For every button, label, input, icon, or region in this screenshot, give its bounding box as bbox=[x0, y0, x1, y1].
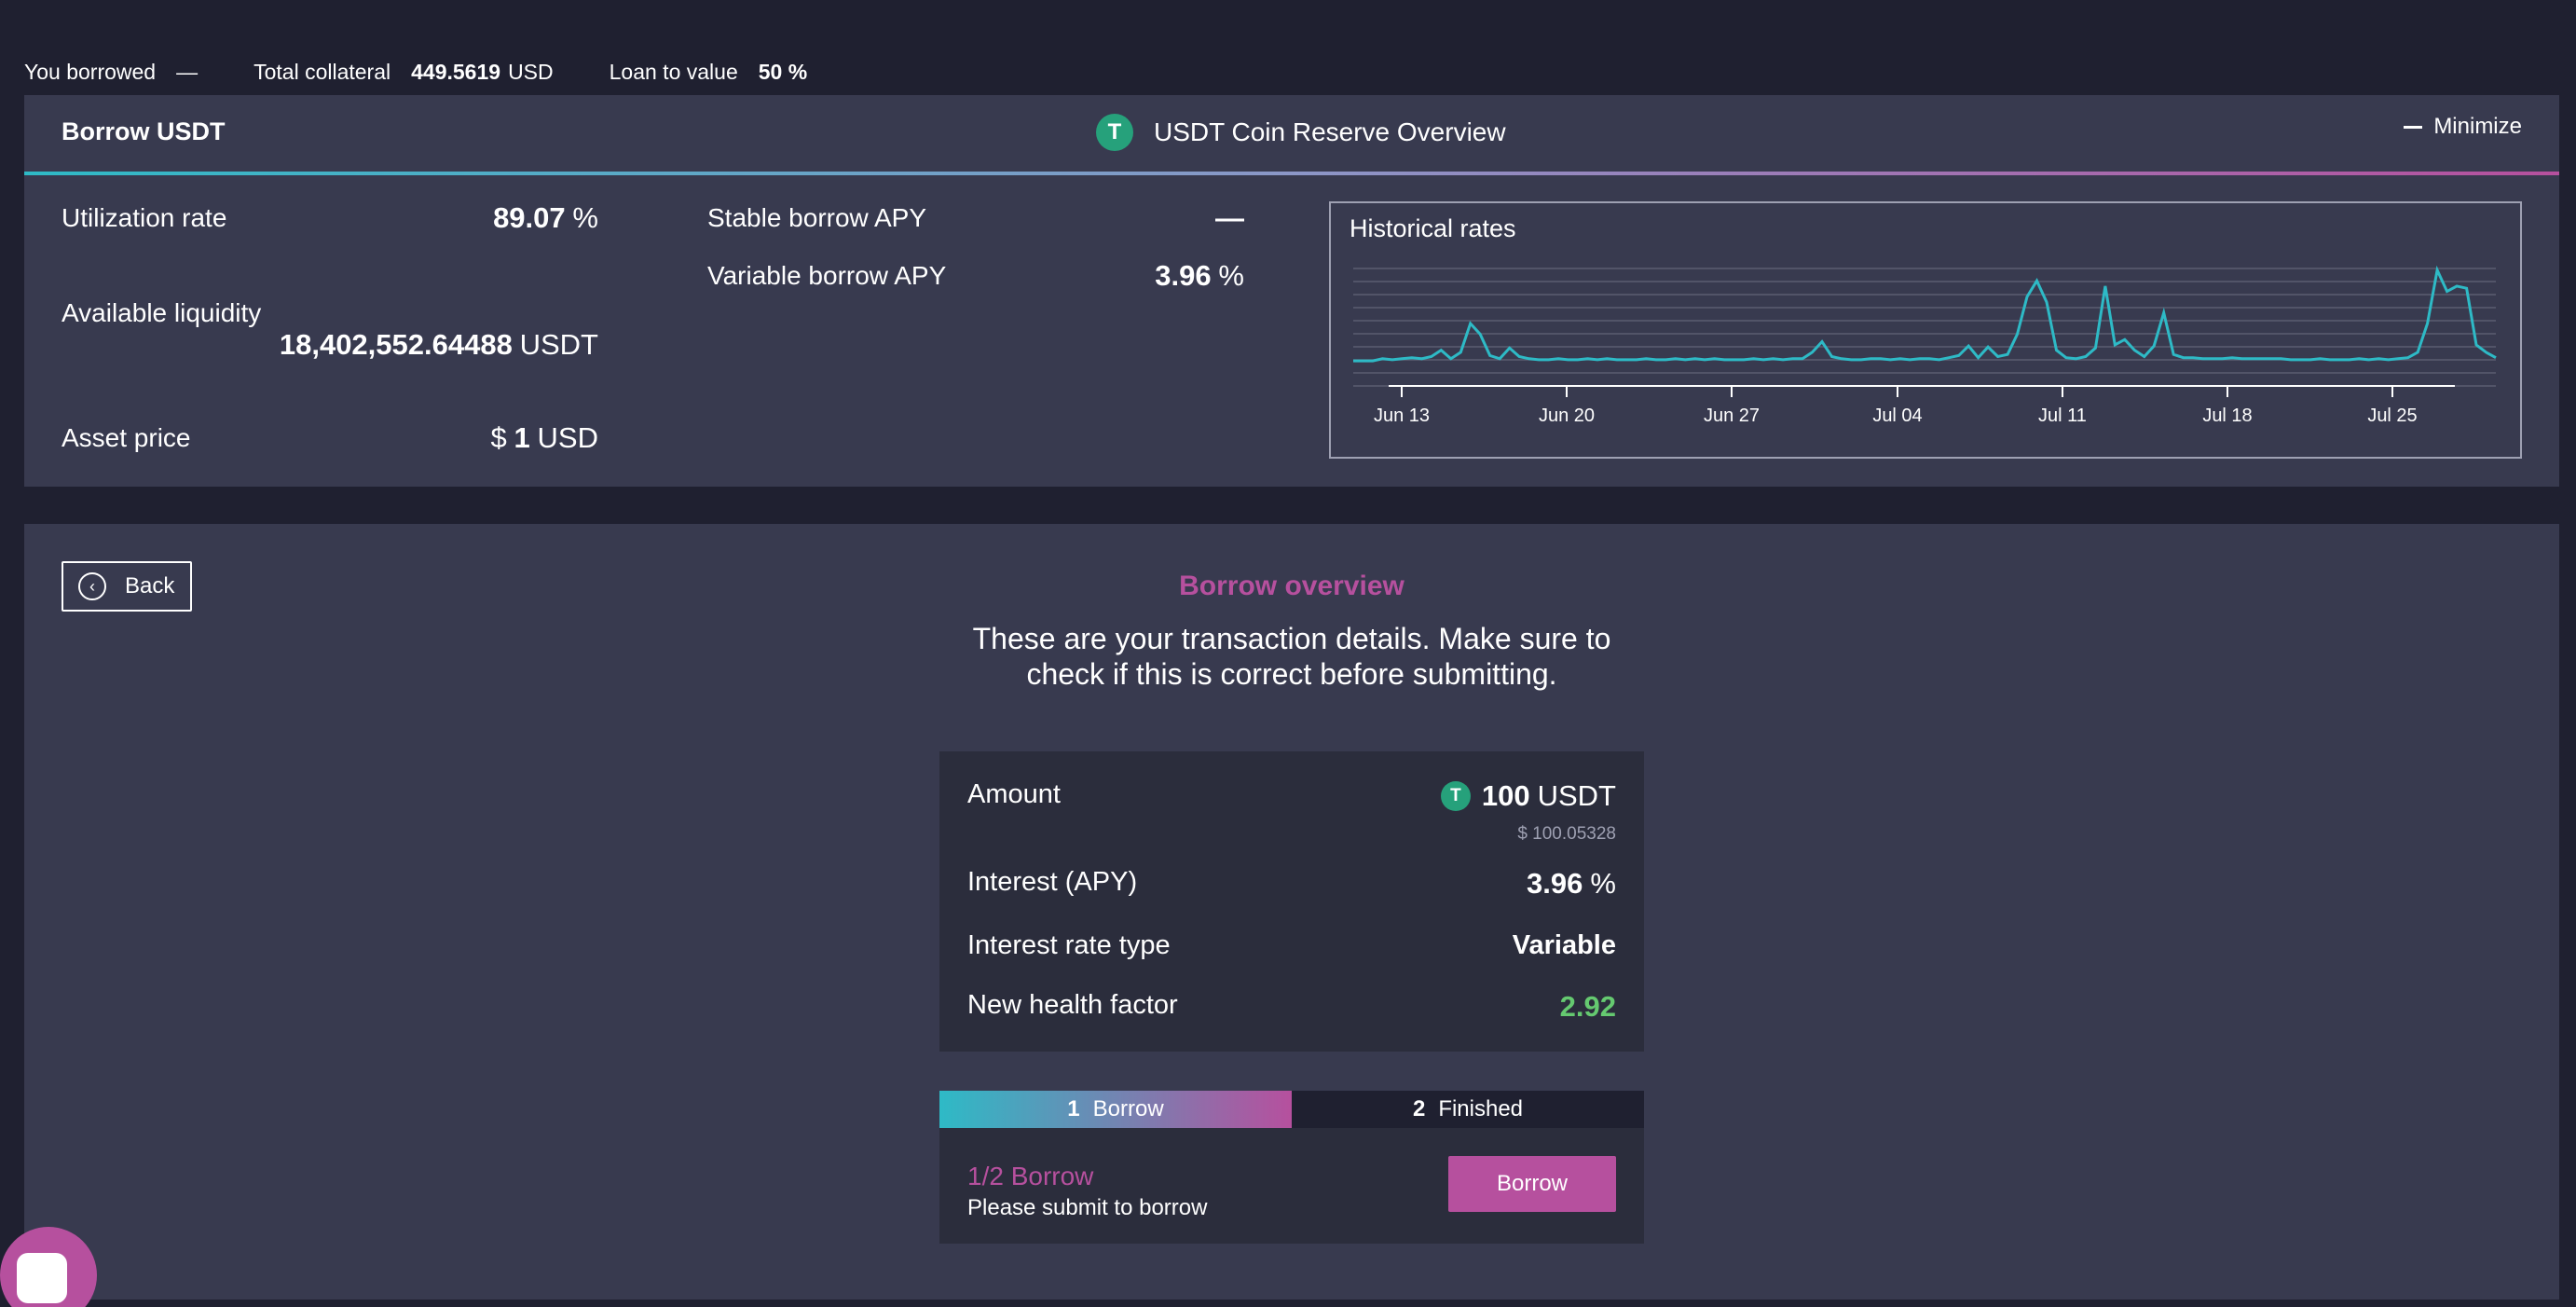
borrowed-value: — bbox=[176, 59, 199, 84]
usdt-icon: T bbox=[1440, 781, 1471, 811]
ltv-stat: Loan to value 50 % bbox=[610, 60, 815, 85]
amount-label: Amount bbox=[967, 779, 1061, 809]
variable-apy-value: 3.96 % bbox=[1155, 259, 1244, 292]
step-tab-borrow[interactable]: 1 Borrow bbox=[939, 1091, 1292, 1128]
rates-chart-svg: Jun 13 Jun 20 Jun 27 Jul 04 Jul 11 Jul 18 Jul … bbox=[1353, 265, 2497, 426]
amount-value-group: T 100 USDT bbox=[1440, 779, 1616, 813]
reserve-header: Borrow USDT T USDT Coin Reserve Overview… bbox=[24, 95, 2559, 172]
health-factor-label: New health factor bbox=[967, 990, 1178, 1020]
collateral-stat: Total collateral 449.5619 USD bbox=[253, 60, 554, 85]
amount-row: Amount T 100 USDT bbox=[967, 779, 1616, 813]
overview-title: Borrow overview bbox=[1179, 571, 1404, 601]
liquidity-value: 18,402,552.64488 USDT bbox=[279, 328, 598, 361]
step-status: 1/2 Borrow bbox=[967, 1162, 1094, 1190]
usdt-icon: T bbox=[1096, 114, 1133, 151]
reserve-title-label: USDT Coin Reserve Overview bbox=[1154, 117, 1506, 146]
price-label: Asset price bbox=[62, 423, 191, 452]
borrow-button[interactable]: Borrow bbox=[1448, 1156, 1616, 1212]
reserve-title: T USDT Coin Reserve Overview bbox=[1096, 114, 1506, 151]
borrowed-label: You borrowed bbox=[24, 59, 157, 84]
rate-series-line bbox=[1353, 265, 2497, 363]
health-factor-value: 2.92 bbox=[1559, 990, 1616, 1023]
header-divider bbox=[24, 172, 2559, 175]
back-button[interactable]: ‹ Back bbox=[62, 561, 192, 612]
step-hint: Please submit to borrow bbox=[967, 1195, 1208, 1220]
x-tick-label: Jun 13 bbox=[1374, 406, 1430, 426]
step-label: Finished bbox=[1438, 1096, 1524, 1121]
interest-unit: % bbox=[1590, 867, 1616, 900]
x-tick-label: Jul 11 bbox=[2038, 406, 2087, 426]
amount-value: 100 bbox=[1481, 779, 1530, 812]
interest-value-group: 3.96 % bbox=[1527, 867, 1616, 901]
ltv-value: 50 % bbox=[758, 59, 808, 84]
amount-usd: $ 100.05328 bbox=[1517, 824, 1616, 844]
chat-icon bbox=[17, 1253, 67, 1303]
price-value: $ 1 USD bbox=[490, 421, 598, 454]
utilization-label: Utilization rate bbox=[62, 203, 227, 232]
back-label: Back bbox=[125, 573, 175, 598]
utilization-value: 89.07 % bbox=[493, 201, 598, 234]
step-number: 2 bbox=[1412, 1096, 1426, 1121]
x-tick-label: Jul 18 bbox=[2202, 406, 2252, 426]
interest-value: 3.96 bbox=[1527, 867, 1583, 900]
interest-label: Interest (APY) bbox=[967, 867, 1138, 897]
borrowed-stat: You borrowed — bbox=[24, 60, 198, 85]
collateral-value: 449.5619 bbox=[411, 59, 501, 84]
x-tick-label: Jul 04 bbox=[1872, 406, 1922, 426]
minus-icon bbox=[2404, 125, 2423, 129]
interest-row: Interest (APY) 3.96 % bbox=[967, 867, 1616, 901]
minimize-button[interactable]: Minimize bbox=[2404, 114, 2522, 140]
borrow-overview-panel: ‹ Back Borrow overview These are your tr… bbox=[24, 524, 2559, 1300]
borrow-steps: 1 Borrow 2 Finished 1/2 Borrow Please su… bbox=[939, 1091, 1644, 1244]
step-number: 1 bbox=[1067, 1096, 1080, 1121]
account-summary-bar: You borrowed — Total collateral 449.5619… bbox=[24, 58, 870, 86]
x-tick-label: Jun 20 bbox=[1539, 406, 1595, 426]
step-tab-finished[interactable]: 2 Finished bbox=[1292, 1091, 1644, 1128]
historical-rates-chart: Historical rates Jun 13 Jun 20 Jun 27 Jul 0… bbox=[1329, 201, 2522, 459]
transaction-details: Amount T 100 USDT $ 100.05328 Interest (… bbox=[939, 751, 1644, 1052]
health-factor-row: New health factor 2.92 bbox=[967, 990, 1616, 1024]
rate-type-value: Variable bbox=[1512, 930, 1616, 960]
collateral-label: Total collateral bbox=[253, 59, 391, 84]
amount-unit: USDT bbox=[1537, 779, 1616, 812]
page-title: Borrow USDT bbox=[62, 117, 226, 145]
step-tabs: 1 Borrow 2 Finished bbox=[939, 1091, 1644, 1128]
step-label: Borrow bbox=[1092, 1096, 1164, 1121]
stable-apy-label: Stable borrow APY bbox=[707, 203, 927, 232]
reserve-overview-panel: Borrow USDT T USDT Coin Reserve Overview… bbox=[24, 95, 2559, 487]
collateral-unit: USD bbox=[508, 59, 554, 84]
stable-apy-value: — bbox=[1215, 201, 1244, 234]
rate-type-label: Interest rate type bbox=[967, 930, 1171, 960]
variable-apy-label: Variable borrow APY bbox=[707, 261, 947, 290]
minimize-label: Minimize bbox=[2433, 114, 2522, 139]
x-tick-label: Jul 25 bbox=[2367, 406, 2417, 426]
chat-widget-button[interactable] bbox=[0, 1227, 97, 1307]
rate-type-row: Interest rate type Variable bbox=[967, 930, 1616, 961]
ltv-label: Loan to value bbox=[609, 59, 738, 84]
chevron-left-icon: ‹ bbox=[78, 572, 106, 600]
x-tick-label: Jun 27 bbox=[1704, 406, 1760, 426]
chart-title: Historical rates bbox=[1350, 214, 1516, 242]
liquidity-label: Available liquidity bbox=[62, 298, 262, 327]
overview-description: These are your transaction details. Make… bbox=[972, 622, 1611, 691]
